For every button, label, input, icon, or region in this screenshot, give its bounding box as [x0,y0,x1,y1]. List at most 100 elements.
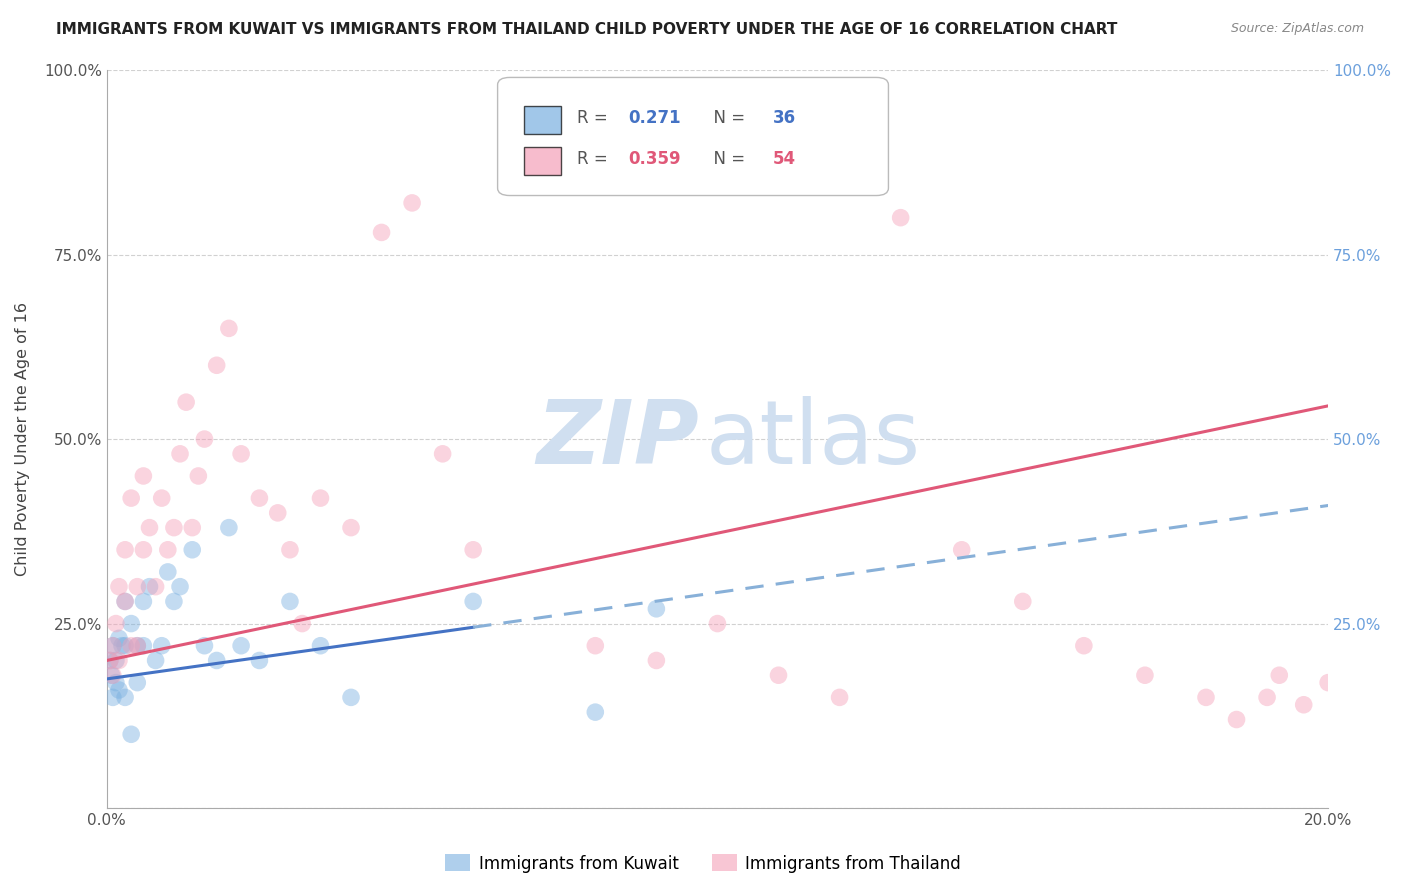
Point [1292,698,1315,712]
Point [187,469,209,483]
Text: R =: R = [576,150,613,168]
Point [340,521,363,535]
Point [101,668,124,682]
Point [108,580,131,594]
Point [150,491,173,505]
Point [370,226,392,240]
Point [583,639,606,653]
Y-axis label: Child Poverty Under the Age of 16: Child Poverty Under the Age of 16 [15,302,30,576]
Point [120,616,142,631]
Point [127,639,149,653]
Point [181,521,204,535]
Point [218,321,240,335]
Point [432,447,454,461]
Point [132,639,155,653]
Point [100,668,122,682]
Text: R =: R = [576,109,613,127]
Point [768,668,790,682]
Point [108,653,131,667]
Point [401,195,423,210]
Text: Source: ZipAtlas.com: Source: ZipAtlas.com [1230,22,1364,36]
Point [645,653,668,667]
Point [111,639,134,653]
Point [114,542,136,557]
Point [127,675,149,690]
Point [463,542,485,557]
Point [120,639,142,653]
Point [156,565,179,579]
Point [950,542,973,557]
Text: 36: 36 [772,109,796,127]
Point [132,542,155,557]
Point [120,491,142,505]
Point [706,616,728,631]
Point [193,432,215,446]
Point [193,639,215,653]
Point [127,580,149,594]
Point [169,580,191,594]
Point [218,521,240,535]
Point [249,653,271,667]
Point [150,639,173,653]
Point [138,521,160,535]
Point [163,521,186,535]
Point [229,447,252,461]
Point [229,639,252,653]
Point [1133,668,1156,682]
Point [278,542,301,557]
Point [114,639,136,653]
Point [101,690,124,705]
Point [132,594,155,608]
Point [828,690,851,705]
Point [181,542,204,557]
Point [249,491,271,505]
Point [114,690,136,705]
Text: 54: 54 [772,150,796,168]
Text: N =: N = [703,109,751,127]
Point [138,580,160,594]
Point [104,616,127,631]
Point [98,653,121,667]
Point [163,594,186,608]
Point [1073,639,1095,653]
Point [120,727,142,741]
Point [463,594,485,608]
Point [205,358,228,372]
Point [1011,594,1033,608]
Text: 0.359: 0.359 [628,150,681,168]
Text: 0.271: 0.271 [628,109,681,127]
Point [1195,690,1218,705]
Point [890,211,912,225]
Point [98,653,121,667]
Text: ZIP: ZIP [536,395,699,483]
Point [1317,675,1340,690]
Point [108,683,131,698]
Point [145,580,167,594]
Text: N =: N = [703,150,751,168]
Point [114,594,136,608]
Point [127,639,149,653]
Text: atlas: atlas [706,395,921,483]
FancyBboxPatch shape [498,78,889,195]
Point [340,690,363,705]
Point [1268,668,1291,682]
Point [104,653,127,667]
Point [101,639,124,653]
Point [145,653,167,667]
Point [583,705,606,719]
Point [101,639,124,653]
Point [291,616,314,631]
Point [278,594,301,608]
Text: IMMIGRANTS FROM KUWAIT VS IMMIGRANTS FROM THAILAND CHILD POVERTY UNDER THE AGE O: IMMIGRANTS FROM KUWAIT VS IMMIGRANTS FRO… [56,22,1118,37]
Point [169,447,191,461]
Point [309,639,332,653]
Point [523,100,546,114]
Point [104,675,127,690]
Point [174,395,197,409]
Point [1225,713,1247,727]
Point [267,506,290,520]
Point [156,542,179,557]
Point [108,632,131,646]
Point [132,469,155,483]
Point [309,491,332,505]
